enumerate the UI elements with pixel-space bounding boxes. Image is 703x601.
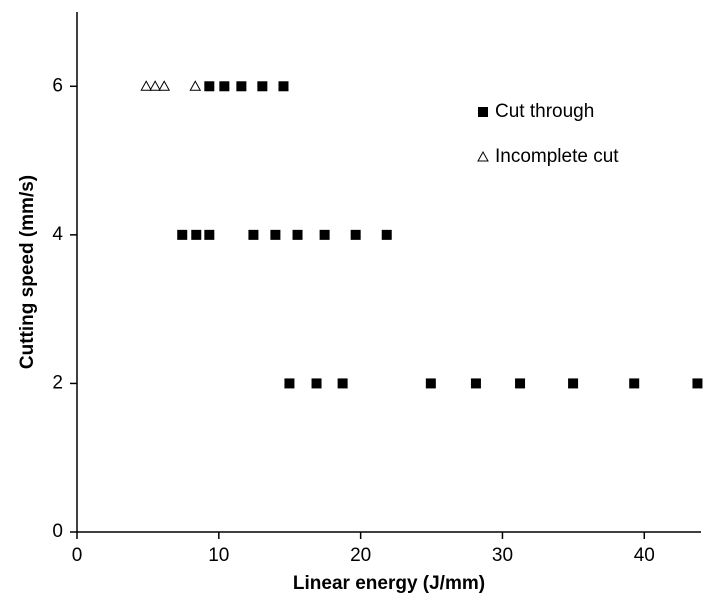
y-tick-label: 0 xyxy=(52,521,63,542)
x-tick-label: 30 xyxy=(492,545,513,566)
x-axis-title: Linear energy (J/mm) xyxy=(293,573,485,594)
x-tick-label: 10 xyxy=(208,545,229,566)
marker xyxy=(470,378,481,389)
marker xyxy=(236,81,247,92)
marker xyxy=(189,80,202,91)
marker xyxy=(629,378,640,389)
marker xyxy=(191,229,202,240)
marker xyxy=(692,378,703,389)
marker xyxy=(381,229,392,240)
marker xyxy=(278,81,289,92)
marker xyxy=(350,229,361,240)
marker xyxy=(204,81,215,92)
y-axis-title: Cutting speed (mm/s) xyxy=(17,175,38,369)
marker xyxy=(425,378,436,389)
x-tick-label: 20 xyxy=(350,545,371,566)
marker xyxy=(292,229,303,240)
marker xyxy=(568,378,579,389)
marker xyxy=(177,229,188,240)
marker xyxy=(248,229,259,240)
marker xyxy=(270,229,281,240)
marker xyxy=(219,81,230,92)
marker xyxy=(311,378,322,389)
y-tick-label: 6 xyxy=(52,75,63,96)
marker xyxy=(158,80,171,91)
marker xyxy=(515,378,526,389)
y-tick-label: 4 xyxy=(52,224,63,245)
marker xyxy=(140,80,153,91)
marker xyxy=(319,229,330,240)
x-tick-label: 40 xyxy=(634,545,655,566)
marker xyxy=(284,378,295,389)
y-tick-label: 2 xyxy=(52,372,63,393)
legend-marker xyxy=(478,107,488,117)
legend-marker xyxy=(477,150,489,162)
legend-label: Cut through xyxy=(495,101,594,122)
marker xyxy=(257,81,268,92)
x-tick-label: 0 xyxy=(72,545,83,566)
marker xyxy=(337,378,348,389)
legend-label: Incomplete cut xyxy=(495,146,619,167)
marker xyxy=(204,229,215,240)
marker xyxy=(149,80,161,91)
